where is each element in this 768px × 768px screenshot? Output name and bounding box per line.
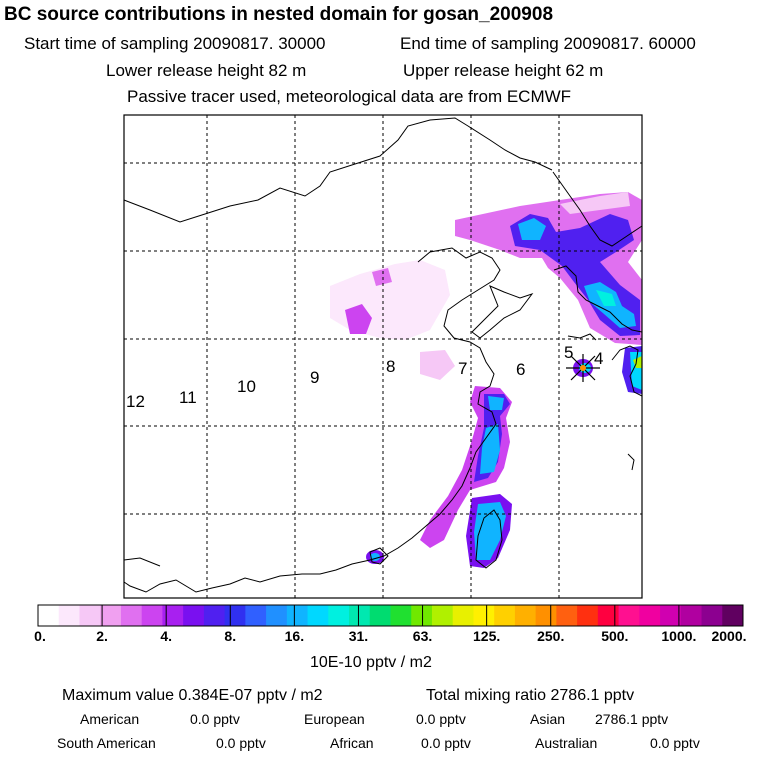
colorbar-swatch — [680, 605, 703, 626]
colorbar-label: 2. — [96, 628, 108, 644]
european-value: 0.0 pptv — [416, 711, 466, 727]
colorbar-swatch — [597, 605, 620, 626]
colorbar-label: 0. — [34, 628, 46, 644]
colorbar-swatch — [286, 605, 309, 626]
concentration-field — [330, 192, 642, 568]
lower-release-height: Lower release height 82 m — [106, 61, 307, 80]
colorbar-swatch — [183, 605, 205, 626]
total-mixing-ratio: Total mixing ratio 2786.1 pptv — [426, 687, 635, 704]
colorbar-swatch — [224, 605, 246, 626]
colorbar-swatch — [266, 605, 288, 626]
colorbar-swatch — [431, 605, 454, 626]
colorbar-swatch — [494, 605, 516, 626]
colorbar-swatch — [349, 605, 371, 626]
end-time: End time of sampling 20090817. 60000 — [400, 34, 696, 53]
colorbar-swatch — [38, 605, 60, 626]
colorbar-swatch — [100, 605, 122, 626]
colorbar-swatch — [618, 605, 640, 626]
colorbar-frame — [37, 604, 744, 627]
colorbar-swatch — [58, 605, 80, 626]
colorbar-label: 4. — [160, 628, 173, 644]
asian-label: Asian — [530, 711, 566, 727]
colorbar — [37, 604, 744, 627]
american-value: 0.0 pptv — [190, 711, 240, 727]
colorbar-swatch — [390, 605, 412, 626]
tracer-note: Passive tracer used, meteorological data… — [127, 87, 572, 106]
asian-value: 2786.1 pptv — [595, 711, 669, 727]
time-marker-10: 10 — [237, 377, 256, 396]
colorbar-swatch — [514, 605, 537, 626]
colorbar-swatch — [369, 605, 391, 626]
colorbar-swatch — [639, 605, 661, 626]
plume-west-2 — [372, 268, 392, 286]
australian-label: Australian — [535, 735, 598, 751]
plume-ne-light — [560, 192, 630, 214]
time-marker-8: 8 — [386, 357, 395, 376]
colorbar-swatch — [203, 605, 226, 626]
plume-coast-core — [480, 424, 500, 474]
colorbar-swatch — [411, 605, 433, 626]
colorbar-swatch — [328, 605, 350, 626]
colorbar-label: 250. — [537, 628, 565, 644]
colorbar-swatch — [556, 605, 578, 626]
time-marker-7: 7 — [458, 359, 467, 378]
time-marker-12: 12 — [126, 392, 145, 411]
upper-release-height: Upper release height 62 m — [403, 61, 604, 80]
australian-value: 0.0 pptv — [650, 735, 700, 751]
colorbar-swatch — [701, 605, 723, 626]
colorbar-label: 2000. — [711, 628, 747, 644]
plume-west — [345, 304, 372, 334]
american-label: American — [80, 711, 140, 727]
colorbar-swatch — [722, 605, 744, 626]
colorbar-swatch — [245, 605, 267, 626]
plume-coast-core-2 — [488, 396, 504, 410]
plume-ne-core-1 — [518, 218, 546, 240]
max-value: Maximum value 0.384E-07 pptv / m2 — [62, 687, 323, 704]
colorbar-swatch — [535, 605, 557, 626]
colorbar-swatch — [577, 605, 599, 626]
colorbar-swatch — [120, 605, 143, 626]
european-label: European — [304, 711, 365, 727]
colorbar-swatch — [660, 605, 682, 626]
colorbar-label: 31. — [348, 628, 369, 644]
plume-ne-core-3 — [596, 290, 616, 306]
colorbar-swatch — [162, 605, 184, 626]
colorbar-label: 1000. — [661, 628, 697, 644]
colorbar-label: 8. — [224, 628, 237, 644]
time-marker-11: 11 — [179, 388, 197, 407]
coastlines — [123, 117, 643, 593]
plume-west-light — [330, 260, 450, 340]
receptor-star-icon — [566, 354, 600, 382]
start-time: Start time of sampling 20090817. 30000 — [24, 34, 326, 53]
colorbar-label: 500. — [601, 628, 629, 644]
time-marker-5: 5 — [564, 343, 573, 362]
time-marker-4: 4 — [594, 349, 603, 368]
african-label: African — [330, 735, 374, 751]
south-american-label: South American — [57, 735, 156, 751]
colorbar-swatch — [307, 605, 329, 626]
grid-lines — [124, 115, 642, 598]
plume-central-light — [420, 350, 455, 380]
time-marker-9: 9 — [310, 368, 319, 387]
map-frame — [123, 114, 643, 599]
colorbar-label: 125. — [473, 628, 501, 644]
colorbar-swatch — [452, 605, 474, 626]
colorbar-swatch — [79, 605, 101, 626]
colorbar-label: 63. — [412, 628, 433, 644]
time-marker-6: 6 — [516, 360, 525, 379]
time-marker-labels: 12 11 10 9 8 7 6 5 4 — [126, 343, 603, 411]
colorbar-swatch — [141, 605, 163, 626]
plot-title: BC source contributions in nested domain… — [4, 4, 554, 25]
african-value: 0.0 pptv — [421, 735, 471, 751]
south-american-value: 0.0 pptv — [216, 735, 266, 751]
colorbar-swatch — [473, 605, 495, 626]
colorbar-unit: 10E-10 pptv / m2 — [310, 654, 432, 671]
colorbar-label: 16. — [284, 628, 305, 644]
